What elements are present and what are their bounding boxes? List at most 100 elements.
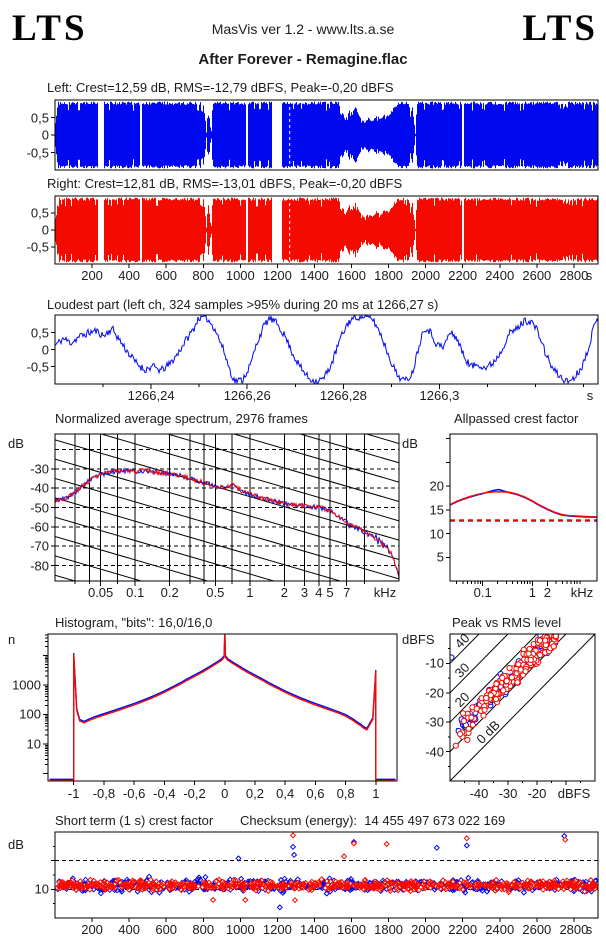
short-term-x-tick: 2000	[411, 922, 441, 937]
waveform-x-tick: 2600	[522, 268, 552, 283]
histogram-x-tick: 0	[221, 786, 229, 801]
waveform-x-tick: 800	[192, 268, 215, 283]
waveform-x-tick: 2800	[559, 268, 589, 283]
short-term-y-tick: 10	[34, 881, 49, 897]
spectrum-x-tick: 4	[315, 585, 323, 600]
short-term-x-tick: 1600	[337, 922, 366, 937]
allpassed-x-tick: 2	[543, 585, 551, 600]
loudest-x-tick: 1266,28	[319, 388, 367, 403]
waveform-x-tick: 1000	[225, 268, 255, 283]
left-channel-stats-title: Left: Crest=12,59 dB, RMS=-12,79 dBFS, P…	[47, 80, 394, 95]
histogram-title: Histogram, "bits": 16,0/16,0	[55, 615, 213, 630]
short-term-x-tick: 800	[192, 922, 215, 937]
waveform-x-tick: 1600	[337, 268, 366, 283]
histogram-x-tick: -0,4	[153, 786, 176, 801]
spectrum-x-tick: 0.5	[206, 585, 225, 600]
loudest-x-tick: 1266,3	[419, 388, 460, 403]
short-term-y-axis-label: dB	[8, 837, 24, 852]
spectrum-x-tick: 2	[280, 585, 288, 600]
spectrum-y-axis-label: dB	[8, 436, 24, 451]
waveform-x-tick: 1800	[374, 268, 404, 283]
short-term-x-tick: 200	[81, 922, 103, 937]
spectrum-y-tick: -30	[30, 461, 49, 477]
short-term-x-tick: 1400	[299, 922, 329, 937]
app-version-text: MasVis ver 1.2 - www.lts.a.se	[211, 21, 395, 37]
histogram-y-tick: 100	[19, 706, 41, 722]
checksum-text: Checksum (energy): 14 455 497 673 022 16…	[240, 813, 506, 828]
spectrum-y-tick: -60	[30, 519, 49, 535]
peak-vs-rms-x-tick: -20	[527, 786, 547, 801]
waveform-y-tick: 0,5	[30, 205, 49, 221]
svg-text:0 dB: 0 dB	[473, 717, 503, 747]
spectrum-y-tick: -50	[30, 500, 49, 515]
waveform-x-tick: 2200	[448, 268, 478, 283]
waveform-y-tick: -0,5	[26, 239, 49, 255]
loudest-x-tick: 1266,24	[127, 388, 175, 403]
short-term-crest-title: Short term (1 s) crest factor	[55, 813, 214, 828]
histogram-x-tick: -1	[67, 786, 80, 801]
peak-vs-rms-y-tick: -30	[425, 714, 444, 730]
waveform-x-tick: 400	[118, 268, 140, 283]
histogram-x-tick: 1	[372, 786, 380, 801]
short-term-x-tick: 1800	[374, 922, 404, 937]
histogram-x-tick: 0,8	[336, 786, 355, 801]
allpassed-x-tick: 1	[528, 585, 536, 600]
waveform-x-tick: 2400	[485, 268, 515, 283]
short-term-x-tick: 2600	[522, 922, 552, 937]
short-term-x-tick: 1000	[225, 922, 255, 937]
loudest-y-tick: -0,5	[26, 359, 49, 374]
spectrum-x-tick: 5	[326, 585, 334, 600]
spectrum-x-tick: 3	[300, 585, 309, 600]
histogram-y-tick: 1000	[12, 677, 41, 693]
waveform-x-tick: 2000	[411, 268, 441, 283]
lts-logo-left: LTS	[12, 8, 88, 49]
waveform-x-tick: 600	[155, 268, 178, 283]
loudest-part-title: Loudest part (left ch, 324 samples >95% …	[47, 297, 439, 312]
histogram-x-tick: 0,2	[245, 786, 265, 801]
waveform-y-tick: 0	[41, 127, 49, 143]
histogram-y-axis-label: n	[8, 632, 16, 647]
histogram-x-tick: 0,4	[276, 786, 295, 801]
histogram-x-tick: 0,6	[306, 786, 325, 801]
right-channel-stats-title: Right: Crest=12,81 dB, RMS=-13,01 dBFS, …	[47, 176, 403, 191]
histogram-x-tick: -0,8	[92, 786, 116, 801]
short-term-x-tick: 1200	[262, 922, 292, 937]
short-term-x-tick: 400	[118, 922, 140, 937]
svg-text:30: 30	[452, 660, 473, 681]
allpassed-y-tick: 10	[429, 526, 444, 542]
loudest-y-tick: 0	[41, 342, 49, 357]
waveform-x-unit-label: s	[585, 268, 593, 283]
waveform-x-tick: 1200	[262, 268, 292, 283]
peak-vs-rms-y-tick: -40	[425, 744, 444, 760]
waveform-y-tick: -0,5	[26, 145, 49, 160]
peak-vs-rms-title: Peak vs RMS level	[452, 615, 562, 630]
short-term-x-unit-label: s	[585, 922, 593, 937]
loudest-y-tick: 0,5	[30, 325, 49, 340]
spectrum-y-tick: -40	[30, 480, 49, 496]
waveform-y-tick: 0,5	[30, 110, 49, 125]
spectrum-x-tick: 0.1	[126, 585, 145, 600]
peak-vs-rms-y-tick: -10	[425, 655, 444, 671]
spectrum-x-tick: 0.2	[160, 585, 179, 600]
short-term-x-tick: 2400	[485, 922, 515, 937]
allpassed-x-unit-label: kHz	[570, 585, 594, 600]
allpassed-y-axis-label: dB	[402, 436, 418, 451]
allpassed-x-tick: 0.1	[473, 585, 492, 600]
spectrum-x-tick: 0.05	[87, 585, 114, 600]
spectrum-x-unit-label: kHz	[373, 585, 397, 600]
allpassed-y-tick: 15	[429, 502, 444, 518]
short-term-x-tick: 2800	[559, 922, 589, 937]
loudest-x-tick: 1266,26	[223, 388, 271, 403]
spectrum-title: Normalized average spectrum, 2976 frames	[55, 411, 308, 426]
allpassed-y-tick: 5	[436, 549, 444, 565]
loudest-x-unit-label: s	[586, 388, 594, 403]
histogram-y-tick: 10	[26, 736, 41, 752]
peak-vs-rms-x-tick: -30	[498, 786, 518, 801]
allpassed-y-tick: 20	[429, 478, 444, 494]
peak-vs-rms-y-tick: -20	[425, 685, 444, 701]
file-title: After Forever - Remagine.flac	[198, 51, 408, 68]
short-term-x-tick: 2200	[448, 922, 478, 937]
allpassed-crest-title: Allpassed crest factor	[454, 411, 579, 426]
